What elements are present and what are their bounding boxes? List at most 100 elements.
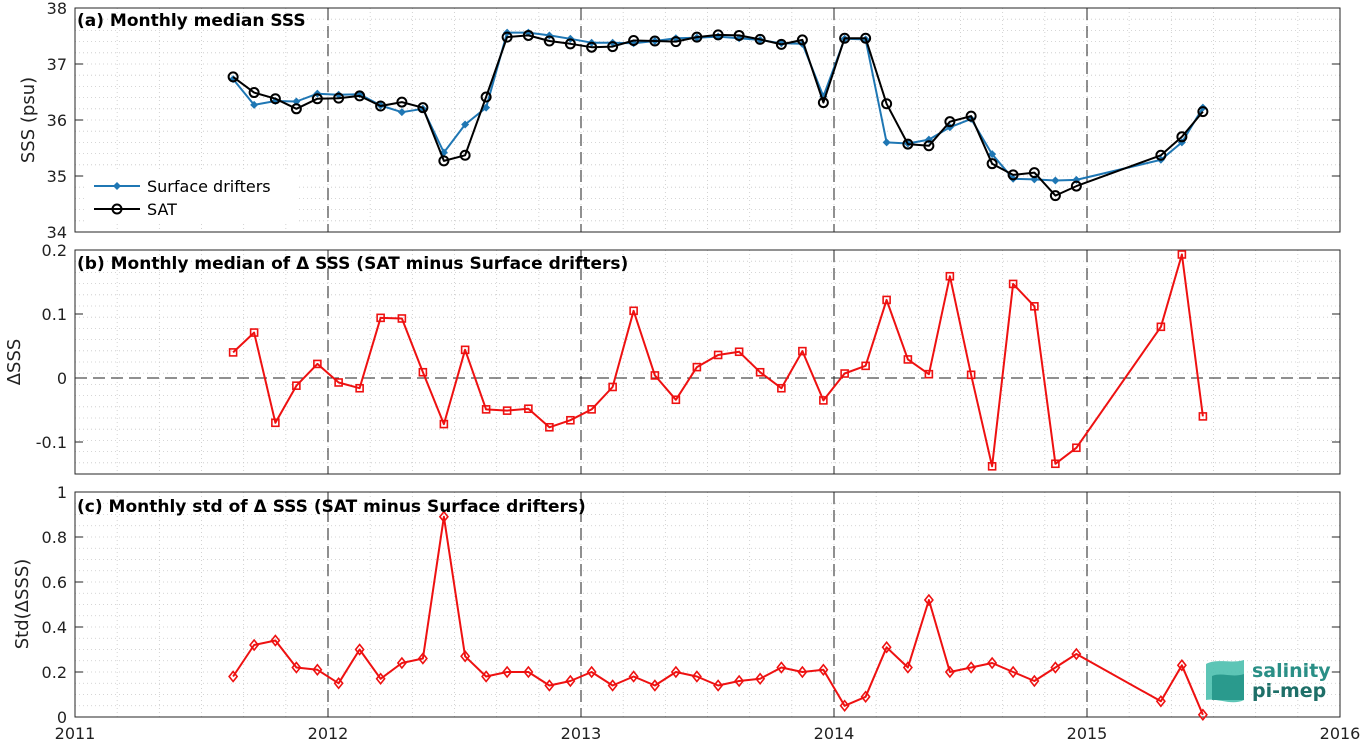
data-point — [482, 103, 491, 112]
data-point — [628, 670, 639, 683]
y-tick-label: 1 — [57, 483, 67, 502]
data-point — [882, 138, 891, 147]
data-point — [396, 656, 407, 670]
data-point — [1049, 190, 1061, 202]
y-tick-label: 37 — [47, 55, 67, 74]
data-point — [249, 638, 260, 652]
data-point — [544, 679, 555, 692]
data-point — [944, 116, 956, 128]
data-point — [733, 29, 745, 41]
data-point — [628, 34, 640, 46]
data-point — [987, 656, 998, 670]
axes-frame — [74, 249, 1341, 475]
salinity-pi-mep-logo: salinity pi-mep — [1206, 660, 1331, 703]
data-point — [1072, 443, 1081, 453]
legend-drifters-label: Surface drifters — [147, 177, 271, 196]
data-point — [248, 87, 260, 99]
data-point — [1197, 708, 1208, 722]
y-tick-label: 0.2 — [42, 241, 67, 260]
y-tick-label: 0.6 — [42, 573, 67, 592]
data-point — [671, 395, 681, 405]
data-point — [713, 679, 724, 692]
legend-box — [86, 172, 298, 224]
data-point — [607, 679, 618, 692]
data-point — [881, 98, 893, 110]
data-point — [755, 367, 765, 377]
data-point — [270, 634, 281, 647]
data-point — [418, 367, 428, 377]
y-tick-label: 38 — [47, 0, 67, 18]
data-point — [966, 370, 976, 380]
data-point — [1155, 149, 1167, 161]
panel-b: -0.1 0 0.1 0.2 — [36, 241, 1341, 475]
data-point — [397, 108, 406, 117]
data-point — [1008, 279, 1018, 289]
x-tick-label: 2016 — [1320, 724, 1361, 743]
data-point — [986, 158, 998, 170]
data-point — [250, 100, 259, 109]
data-point — [840, 369, 849, 378]
data-point — [524, 404, 533, 414]
data-point — [649, 35, 661, 47]
data-point — [459, 149, 471, 161]
data-point — [587, 405, 596, 414]
legend-sat-marker — [111, 203, 123, 215]
data-point — [292, 381, 301, 390]
data-point — [1030, 302, 1039, 311]
data-point — [775, 38, 787, 50]
data-point — [1071, 647, 1082, 661]
data-point — [271, 418, 280, 428]
data-point — [439, 419, 449, 429]
data-point — [543, 35, 555, 47]
data-point — [1070, 180, 1082, 192]
data-point — [902, 138, 914, 150]
data-point — [249, 328, 259, 337]
data-point — [290, 103, 302, 115]
data-point — [481, 405, 491, 414]
data-point — [923, 140, 935, 152]
data-point — [798, 346, 807, 356]
data-point — [1176, 131, 1188, 143]
data-point — [1177, 250, 1187, 259]
data-point — [502, 406, 512, 415]
data-point — [944, 665, 955, 679]
data-point — [334, 378, 343, 387]
data-point — [629, 306, 638, 316]
data-point — [460, 649, 471, 663]
data-point — [1176, 658, 1187, 672]
data-point — [691, 31, 703, 43]
data-point — [734, 347, 744, 357]
y-tick-label: 0.2 — [42, 663, 67, 682]
data-point — [902, 661, 913, 674]
y-tick-label: 35 — [47, 167, 67, 186]
y-tick-label: 36 — [47, 111, 67, 130]
data-point — [354, 90, 366, 102]
data-point — [397, 314, 407, 323]
series-line — [232, 515, 1204, 716]
data-point — [965, 110, 977, 122]
data-point — [755, 672, 766, 686]
data-point — [988, 150, 997, 159]
panel-a-ylabel: SSS (psu) — [18, 77, 39, 163]
data-point — [670, 36, 682, 48]
data-point — [501, 31, 513, 43]
data-point — [376, 313, 385, 323]
data-point — [924, 369, 934, 379]
data-point — [903, 355, 913, 364]
data-point — [945, 271, 955, 281]
logo-text-line2: pi-mep — [1252, 680, 1326, 702]
data-point — [1198, 412, 1208, 421]
data-point — [480, 91, 492, 103]
legend-drifters-marker — [113, 182, 121, 190]
data-point — [1051, 459, 1060, 469]
data-point — [313, 359, 322, 369]
data-point — [649, 679, 660, 692]
data-point — [522, 29, 534, 41]
data-point — [1197, 106, 1209, 118]
data-point — [291, 661, 302, 674]
data-point — [333, 92, 345, 104]
data-point — [607, 41, 619, 53]
data-point — [670, 665, 681, 679]
data-point — [1008, 665, 1019, 679]
